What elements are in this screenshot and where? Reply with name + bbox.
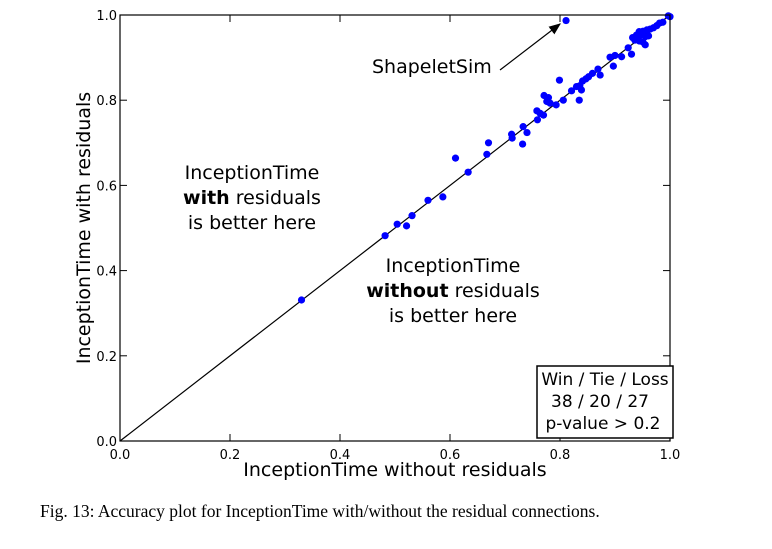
svg-text:InceptionTime: InceptionTime bbox=[386, 255, 521, 277]
data-point bbox=[588, 69, 597, 77]
x-tick-label: 0.6 bbox=[440, 448, 461, 463]
data-point bbox=[539, 111, 548, 119]
data-point bbox=[439, 193, 447, 201]
data-point bbox=[483, 150, 491, 158]
data-point bbox=[567, 87, 576, 95]
data-point bbox=[659, 18, 667, 26]
data-point bbox=[559, 96, 567, 104]
data-point bbox=[618, 53, 626, 61]
svg-text:38 / 20 / 27: 38 / 20 / 27 bbox=[551, 392, 649, 412]
y-tick-label: 0.0 bbox=[96, 435, 117, 450]
data-point bbox=[641, 41, 649, 49]
data-point bbox=[644, 32, 653, 40]
data-point bbox=[594, 65, 602, 73]
y-tick-label: 0.4 bbox=[96, 265, 117, 280]
y-tick-label: 0.6 bbox=[96, 179, 117, 194]
data-point bbox=[424, 196, 432, 204]
data-point bbox=[402, 222, 411, 230]
y-axis-label: InceptionTime with residuals bbox=[73, 92, 95, 364]
svg-text:Win / Tie / Loss: Win / Tie / Loss bbox=[541, 370, 668, 390]
data-point bbox=[519, 123, 527, 131]
data-point bbox=[546, 99, 554, 107]
data-point bbox=[555, 76, 564, 84]
data-point bbox=[484, 139, 493, 147]
stats-box: Win / Tie / Loss 38 / 20 / 27 p-value > … bbox=[536, 365, 674, 439]
data-point bbox=[533, 116, 542, 124]
y-tick-label: 1.0 bbox=[96, 9, 117, 24]
data-point bbox=[408, 212, 416, 220]
data-point bbox=[464, 168, 472, 176]
upper-region-annotation: InceptionTime with residuals is better h… bbox=[183, 162, 321, 234]
data-point bbox=[609, 62, 617, 70]
svg-text:is better here: is better here bbox=[188, 212, 316, 234]
data-point bbox=[624, 44, 632, 52]
data-point bbox=[562, 16, 570, 25]
data-point bbox=[451, 154, 460, 162]
data-point bbox=[381, 232, 389, 240]
outlier-label: ShapeletSim bbox=[372, 56, 492, 78]
y-tick-label: 0.2 bbox=[96, 350, 117, 365]
svg-text:p-value > 0.2: p-value > 0.2 bbox=[546, 414, 661, 434]
data-point bbox=[575, 96, 583, 104]
x-tick-label: 0.0 bbox=[110, 448, 131, 463]
y-tick-label: 0.8 bbox=[96, 94, 117, 109]
svg-text:without residuals: without residuals bbox=[366, 280, 540, 302]
data-point bbox=[508, 134, 516, 142]
data-point bbox=[523, 128, 531, 137]
x-tick-label: 0.4 bbox=[330, 448, 351, 463]
data-point bbox=[297, 296, 306, 304]
data-point bbox=[596, 71, 604, 79]
svg-text:with residuals: with residuals bbox=[183, 187, 321, 209]
x-tick-label: 0.8 bbox=[550, 448, 571, 463]
lower-region-annotation: InceptionTime without residuals is bette… bbox=[366, 255, 540, 327]
annotation-arrow bbox=[499, 23, 561, 71]
svg-text:InceptionTime: InceptionTime bbox=[185, 162, 320, 184]
plot-frame bbox=[119, 14, 671, 442]
data-point bbox=[552, 101, 560, 109]
data-point bbox=[519, 140, 527, 148]
data-point bbox=[611, 51, 619, 60]
figure-caption: Fig. 13: Accuracy plot for InceptionTime… bbox=[40, 501, 600, 521]
x-axis-label: InceptionTime without residuals bbox=[243, 459, 546, 481]
svg-text:is better here: is better here bbox=[389, 305, 517, 327]
data-point bbox=[627, 50, 636, 58]
x-tick-label: 0.2 bbox=[220, 448, 241, 463]
x-tick-label: 1.0 bbox=[660, 448, 681, 463]
data-point bbox=[393, 220, 401, 228]
